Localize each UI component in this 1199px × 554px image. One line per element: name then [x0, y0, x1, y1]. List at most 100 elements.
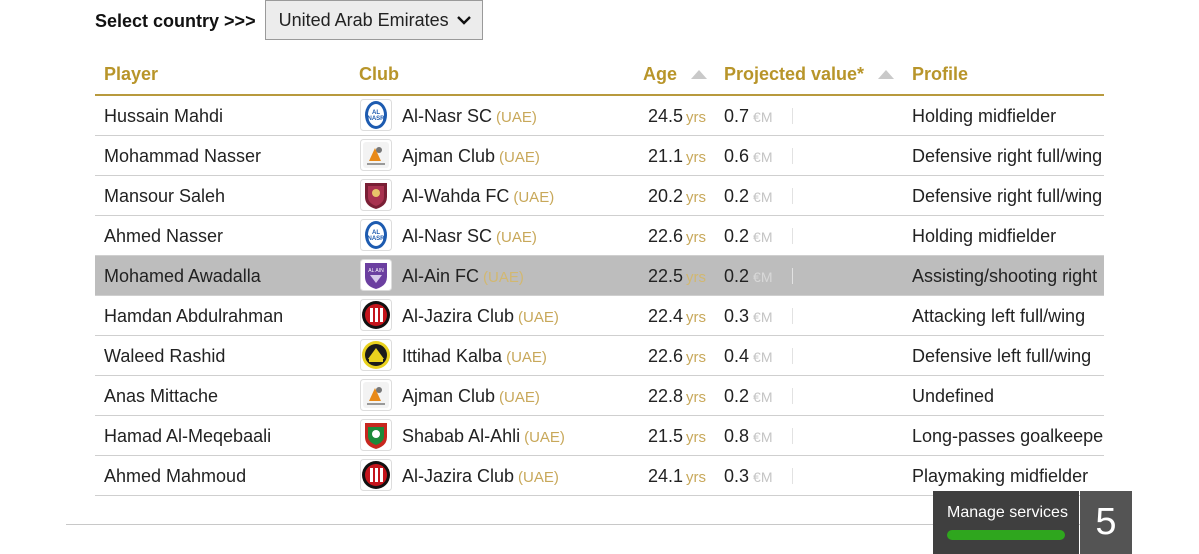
al-jazira-logo	[360, 459, 392, 491]
chevron-down-icon	[456, 16, 471, 25]
club-cell: Ajman Club (UAE)	[402, 146, 540, 167]
country-dropdown-value: United Arab Emirates	[278, 9, 449, 30]
value-divider	[792, 268, 793, 284]
manage-services-progress-fill	[947, 530, 1065, 540]
currency-unit: €M	[753, 309, 773, 325]
services-count: 5	[1095, 501, 1117, 543]
currency-unit: €M	[753, 389, 773, 405]
country-dropdown[interactable]: United Arab Emirates	[264, 0, 483, 40]
club-cell: Al-Nasr SC (UAE)	[402, 226, 537, 247]
profile: Holding midfielder	[912, 226, 1057, 246]
col-header-projected-value[interactable]: Projected value*	[724, 64, 865, 84]
services-count-badge[interactable]: 5	[1080, 491, 1132, 554]
profile: Attacking left full/wing	[912, 306, 1086, 326]
club-country: (UAE)	[513, 189, 555, 206]
svg-text:NASR: NASR	[367, 236, 385, 242]
sort-value-icon[interactable]	[878, 70, 894, 79]
value-cell: 0.7 €M	[724, 106, 772, 127]
svg-text:AL: AL	[372, 230, 380, 236]
age-cell: 22.4 yrs	[648, 306, 706, 327]
table-row[interactable]: Mohamed Awadalla AL AIN Al-Ain FC (UAE) 22.5…	[95, 256, 1104, 296]
age-cell: 22.8 yrs	[648, 386, 706, 407]
value-cell: 0.3 €M	[724, 306, 772, 327]
age-cell: 21.5 yrs	[648, 426, 706, 447]
projected-value: 0.3	[724, 466, 750, 486]
currency-unit: €M	[753, 469, 773, 485]
col-header-player[interactable]: Player	[104, 64, 159, 84]
player-name[interactable]: Hamad Al-Meqebaali	[104, 426, 272, 446]
table-row[interactable]: Waleed Rashid Ittihad Kalba (UAE) 22.6 yrs 0.…	[95, 336, 1104, 376]
value-divider	[792, 148, 793, 164]
manage-services-progress	[947, 530, 1065, 540]
player-name[interactable]: Mohammad Nasser	[104, 146, 262, 166]
manage-services-button[interactable]: Manage services	[933, 491, 1079, 554]
age-unit: yrs	[686, 189, 707, 206]
al-jazira-logo	[360, 299, 392, 331]
age-value: 20.2	[648, 186, 684, 206]
club-name[interactable]: Shabab Al-Ahli	[402, 426, 521, 446]
club-cell: Shabab Al-Ahli (UAE)	[402, 426, 565, 447]
table-row[interactable]: Ahmed Nasser AL NASR Al-Nasr SC (UAE) 22.6 yrs…	[95, 216, 1104, 256]
profile: Undefined	[912, 386, 995, 406]
age-unit: yrs	[686, 149, 707, 166]
projected-value: 0.7	[724, 106, 750, 126]
col-header-age[interactable]: Age	[643, 64, 678, 84]
club-cell: Al-Jazira Club (UAE)	[402, 466, 559, 487]
profile: Defensive right full/wing	[912, 186, 1103, 206]
table-row[interactable]: Mohammad Nasser Ajman Club (UAE) 21.1 yrs 0.6…	[95, 136, 1104, 176]
age-unit: yrs	[686, 349, 707, 366]
player-name[interactable]: Ahmed Nasser	[104, 226, 224, 246]
age-unit: yrs	[686, 429, 707, 446]
currency-unit: €M	[753, 349, 773, 365]
table-row[interactable]: Mansour Saleh Al-Wahda FC (UAE) 20.2 yrs 0.2 €…	[95, 176, 1104, 216]
age-value: 22.5	[648, 266, 684, 286]
player-name[interactable]: Hussain Mahdi	[104, 106, 224, 126]
club-name[interactable]: Al-Jazira Club	[402, 466, 515, 486]
age-unit: yrs	[686, 109, 707, 126]
table-row[interactable]: Anas Mittache Ajman Club (UAE) 22.8 yrs 0.2 €M…	[95, 376, 1104, 416]
player-name[interactable]: Waleed Rashid	[104, 346, 226, 366]
value-divider	[792, 108, 793, 124]
age-value: 22.8	[648, 386, 684, 406]
club-country: (UAE)	[483, 269, 524, 286]
club-name[interactable]: Al-Nasr SC	[402, 106, 493, 126]
club-name[interactable]: Al-Jazira Club	[402, 306, 515, 326]
club-name[interactable]: Al-Ain FC	[402, 266, 480, 286]
player-name[interactable]: Mohamed Awadalla	[104, 266, 261, 286]
value-divider	[792, 228, 793, 244]
club-name[interactable]: Al-Nasr SC	[402, 226, 493, 246]
age-value: 21.5	[648, 426, 684, 446]
col-header-profile[interactable]: Profile	[912, 64, 969, 84]
svg-text:AL AIN: AL AIN	[368, 268, 384, 274]
age-unit: yrs	[686, 229, 707, 246]
club-name[interactable]: Al-Wahda FC	[402, 186, 510, 206]
currency-unit: €M	[753, 269, 773, 285]
value-cell: 0.2 €M	[724, 386, 772, 407]
player-name[interactable]: Hamdan Abdulrahman	[104, 306, 284, 326]
club-name[interactable]: Ajman Club	[402, 146, 496, 166]
sort-age-icon[interactable]	[691, 70, 707, 79]
player-name[interactable]: Ahmed Mahmoud	[104, 466, 247, 486]
svg-text:AL: AL	[372, 110, 380, 116]
age-value: 22.6	[648, 346, 684, 366]
table-row[interactable]: Hussain Mahdi AL NASR Al-Nasr SC (UAE) 24.5 yr…	[95, 96, 1104, 136]
club-name[interactable]: Ittihad Kalba	[402, 346, 503, 366]
club-cell: Al-Jazira Club (UAE)	[402, 306, 559, 327]
age-cell: 24.1 yrs	[648, 466, 706, 487]
col-header-club[interactable]: Club	[359, 64, 399, 84]
player-name[interactable]: Anas Mittache	[104, 386, 219, 406]
table-row[interactable]: Hamad Al-Meqebaali Shabab Al-Ahli (UAE) 21.…	[95, 416, 1104, 456]
age-cell: 21.1 yrs	[648, 146, 706, 167]
player-name[interactable]: Mansour Saleh	[104, 186, 226, 206]
currency-unit: €M	[753, 189, 773, 205]
currency-unit: €M	[753, 149, 773, 165]
age-cell: 22.6 yrs	[648, 226, 706, 247]
table-row[interactable]: Hamdan Abdulrahman Al-Jazira Club (UAE) 22.…	[95, 296, 1104, 336]
club-name[interactable]: Ajman Club	[402, 386, 496, 406]
club-cell: Ajman Club (UAE)	[402, 386, 540, 407]
table-row[interactable]: Ahmed Mahmoud Al-Jazira Club (UAE) 24.1 yrs 0…	[95, 456, 1104, 496]
manage-services-label: Manage services	[947, 504, 1068, 521]
age-cell: 22.6 yrs	[648, 346, 706, 367]
value-cell: 0.2 €M	[724, 226, 772, 247]
